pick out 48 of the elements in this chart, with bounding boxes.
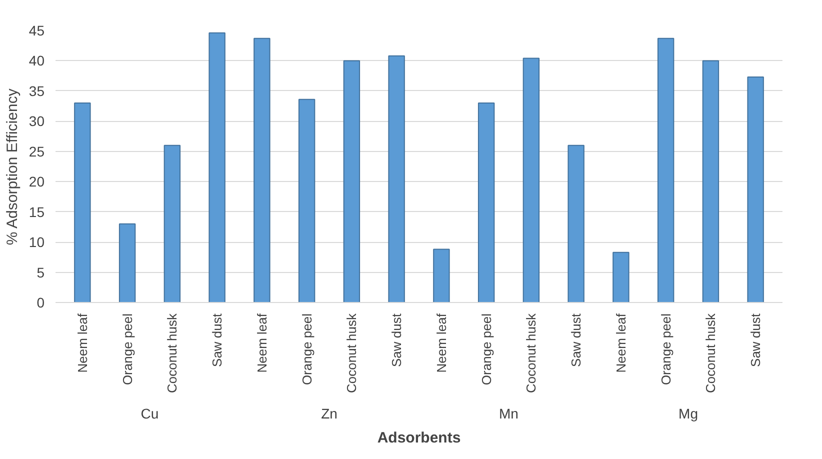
y-tick-label: 45 bbox=[28, 22, 45, 38]
bar bbox=[118, 223, 136, 302]
x-tick-label: Coconut husk bbox=[164, 313, 180, 393]
text: Mn bbox=[499, 406, 518, 422]
text: Mg bbox=[678, 406, 698, 422]
y-tick-label: 40 bbox=[28, 52, 45, 69]
y-tick-label: 30 bbox=[28, 113, 45, 130]
y-tick-label: 5 bbox=[36, 264, 45, 280]
x-tick-label: Saw dust bbox=[568, 313, 584, 367]
text: Cu bbox=[140, 406, 159, 422]
bar bbox=[522, 58, 540, 302]
bar bbox=[164, 144, 181, 302]
bar bbox=[298, 98, 316, 302]
x-axis-title: Adsorbents bbox=[377, 430, 461, 446]
bar bbox=[433, 248, 450, 302]
x-tick-label: Neem leaf bbox=[613, 313, 628, 373]
y-tick-label: 20 bbox=[28, 174, 45, 190]
y-axis-title: % Adsorption Efficiency bbox=[4, 88, 21, 246]
x-tick-label: Saw dust bbox=[210, 313, 225, 367]
bar bbox=[657, 38, 674, 302]
x-tick-label: Coconut husk bbox=[524, 313, 539, 393]
bar bbox=[254, 38, 270, 302]
x-tick-label: Orange peel bbox=[478, 313, 494, 386]
y-tick-label: 25 bbox=[28, 143, 45, 160]
x-tick-label: Neem leaf bbox=[74, 313, 90, 373]
bar bbox=[702, 60, 720, 302]
x-tick-label: Coconut husk bbox=[344, 313, 360, 393]
bar bbox=[612, 252, 630, 302]
y-tick-label: 15 bbox=[28, 204, 45, 220]
x-tick-label: Neem leaf bbox=[434, 313, 449, 373]
x-tick-label: Orange peel bbox=[658, 313, 674, 386]
bar bbox=[343, 60, 360, 302]
y-tick-label: 0 bbox=[36, 294, 45, 310]
x-tick-label: Saw dust bbox=[389, 313, 404, 367]
x-tick-label: Neem leaf bbox=[254, 313, 270, 373]
bar bbox=[747, 76, 764, 302]
text: Zn bbox=[321, 406, 338, 422]
bar bbox=[74, 102, 91, 302]
x-tick-label: Orange peel bbox=[299, 313, 314, 386]
bar bbox=[208, 32, 226, 302]
bar bbox=[388, 55, 405, 302]
x-tick-label: Coconut husk bbox=[703, 313, 718, 393]
bar bbox=[478, 102, 495, 302]
x-tick-label: Saw dust bbox=[748, 313, 764, 367]
bar bbox=[568, 144, 584, 302]
x-tick-label: Orange peel bbox=[120, 313, 135, 386]
y-tick-label: 10 bbox=[28, 234, 45, 250]
y-tick-label: 35 bbox=[28, 82, 45, 99]
